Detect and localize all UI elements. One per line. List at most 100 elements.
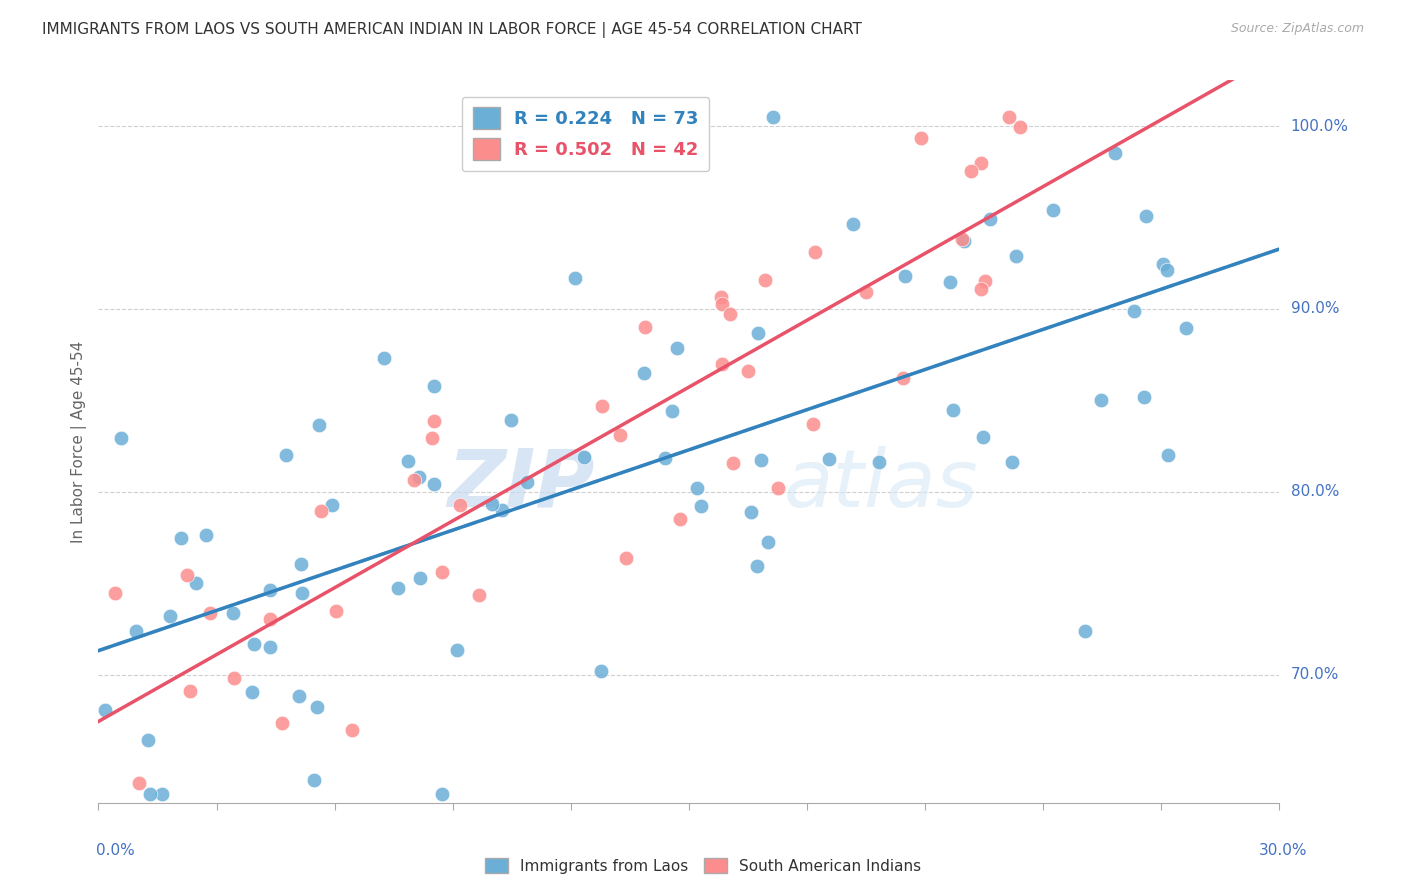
Point (891, 371, 914, 385)
Point (938, 276, 960, 290)
Point (754, 273, 776, 287)
Point (271, 716, 294, 731)
Point (307, 700, 329, 714)
Text: 100.0%: 100.0% (1291, 119, 1348, 134)
Point (420, 431, 443, 445)
Text: 90.0%: 90.0% (1291, 301, 1339, 317)
Point (634, 319, 657, 334)
Point (387, 581, 409, 595)
Point (501, 413, 523, 427)
Point (184, 575, 207, 590)
Point (396, 453, 419, 467)
Point (749, 453, 772, 467)
Point (110, 431, 132, 445)
Point (446, 642, 468, 657)
Point (710, 297, 733, 311)
Point (1042, 203, 1064, 218)
Point (276, 448, 298, 462)
Point (325, 604, 347, 618)
Point (321, 498, 343, 512)
Point (1010, 120, 1032, 135)
Point (408, 470, 430, 484)
Point (304, 772, 326, 787)
Point (342, 723, 364, 737)
Point (756, 535, 779, 549)
Point (979, 211, 1001, 226)
Point (259, 612, 281, 626)
Point (960, 164, 983, 178)
Point (93, 703, 115, 717)
Point (804, 245, 827, 260)
Point (661, 404, 683, 418)
Point (222, 607, 245, 621)
Legend: Immigrants from Laos, South American Indians: Immigrants from Laos, South American Ind… (479, 852, 927, 880)
Point (572, 450, 595, 465)
Point (609, 427, 631, 442)
Text: 0.0%: 0.0% (96, 843, 135, 858)
Point (404, 473, 426, 487)
Point (1123, 304, 1146, 318)
Point (762, 110, 785, 124)
Text: 70.0%: 70.0% (1291, 667, 1339, 682)
Point (1135, 209, 1157, 223)
Point (138, 787, 160, 801)
Point (591, 399, 613, 413)
Point (591, 665, 613, 679)
Point (970, 156, 993, 170)
Point (423, 379, 446, 393)
Point (1152, 257, 1174, 271)
Point (259, 582, 281, 597)
Point (942, 402, 965, 417)
Point (423, 477, 446, 491)
Point (409, 571, 432, 585)
Legend: R = 0.224   N = 73, R = 0.502   N = 42: R = 0.224 N = 73, R = 0.502 N = 42 (461, 96, 710, 171)
Point (1005, 249, 1028, 263)
Point (669, 512, 692, 526)
Point (710, 358, 733, 372)
Point (259, 640, 281, 654)
Point (291, 586, 314, 600)
Point (1074, 624, 1097, 638)
Point (169, 531, 191, 545)
Point (718, 307, 741, 321)
Point (801, 417, 824, 432)
Text: ZIP: ZIP (447, 446, 595, 524)
Point (841, 217, 863, 231)
Text: atlas: atlas (783, 446, 979, 524)
Point (973, 274, 995, 288)
Point (288, 690, 311, 704)
Point (1090, 392, 1112, 407)
Point (690, 499, 713, 513)
Y-axis label: In Labor Force | Age 45-54: In Labor Force | Age 45-54 (72, 341, 87, 542)
Point (1156, 263, 1178, 277)
Point (176, 567, 198, 582)
Point (710, 290, 733, 304)
Point (311, 504, 333, 518)
Point (179, 684, 201, 698)
Point (855, 285, 877, 300)
Point (373, 351, 395, 365)
Point (430, 566, 453, 580)
Point (125, 624, 148, 638)
Point (104, 586, 127, 600)
Point (768, 481, 790, 495)
Point (240, 685, 263, 699)
Text: Source: ZipAtlas.com: Source: ZipAtlas.com (1230, 22, 1364, 36)
Point (136, 732, 159, 747)
Point (449, 498, 471, 512)
Text: 80.0%: 80.0% (1291, 484, 1339, 500)
Point (747, 559, 769, 574)
Point (481, 497, 503, 511)
Point (1001, 455, 1024, 469)
Point (894, 269, 917, 284)
Point (423, 414, 446, 428)
Point (614, 551, 637, 566)
Point (564, 271, 586, 285)
Point (491, 503, 513, 517)
Point (723, 456, 745, 470)
Point (740, 505, 762, 519)
Point (159, 609, 181, 624)
Point (685, 481, 707, 495)
Point (242, 637, 264, 651)
Point (654, 450, 676, 465)
